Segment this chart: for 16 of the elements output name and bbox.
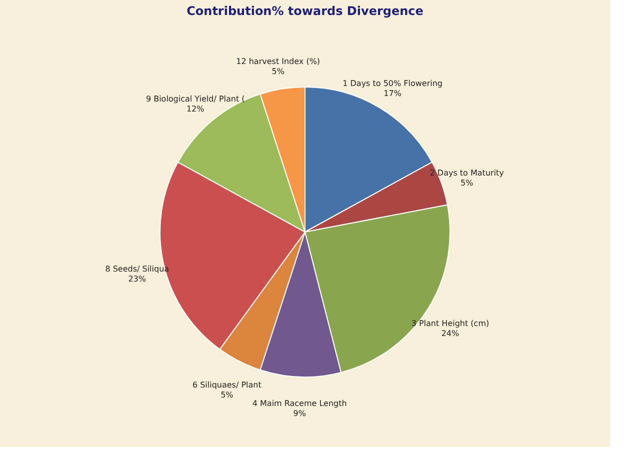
slice-label: 1 Days to 50% Flowering xyxy=(342,78,442,88)
data-label: 5% xyxy=(272,67,285,76)
data-label: 9% xyxy=(293,408,306,418)
slice-label: 4 Maim Raceme Length xyxy=(252,398,347,408)
data-label: 5% xyxy=(220,390,234,400)
slice-label: 12 harvest Index (%) xyxy=(236,57,320,66)
chart-title: Contribution% towards Divergence xyxy=(186,4,424,18)
data-label: 12% xyxy=(186,104,205,114)
data-label: 24% xyxy=(441,329,460,338)
slice-label: 9 Biological Yield/ Plant ( xyxy=(146,94,245,104)
data-label: 23% xyxy=(128,274,146,284)
slice-label: 3 Plant Height (cm) xyxy=(411,319,490,328)
slice-label: 6 Siliquaes/ Plant xyxy=(192,380,262,390)
data-label: 17% xyxy=(384,88,402,98)
data-label: 5% xyxy=(460,178,474,188)
slice-label: 2 Days to Maturity xyxy=(430,168,504,178)
